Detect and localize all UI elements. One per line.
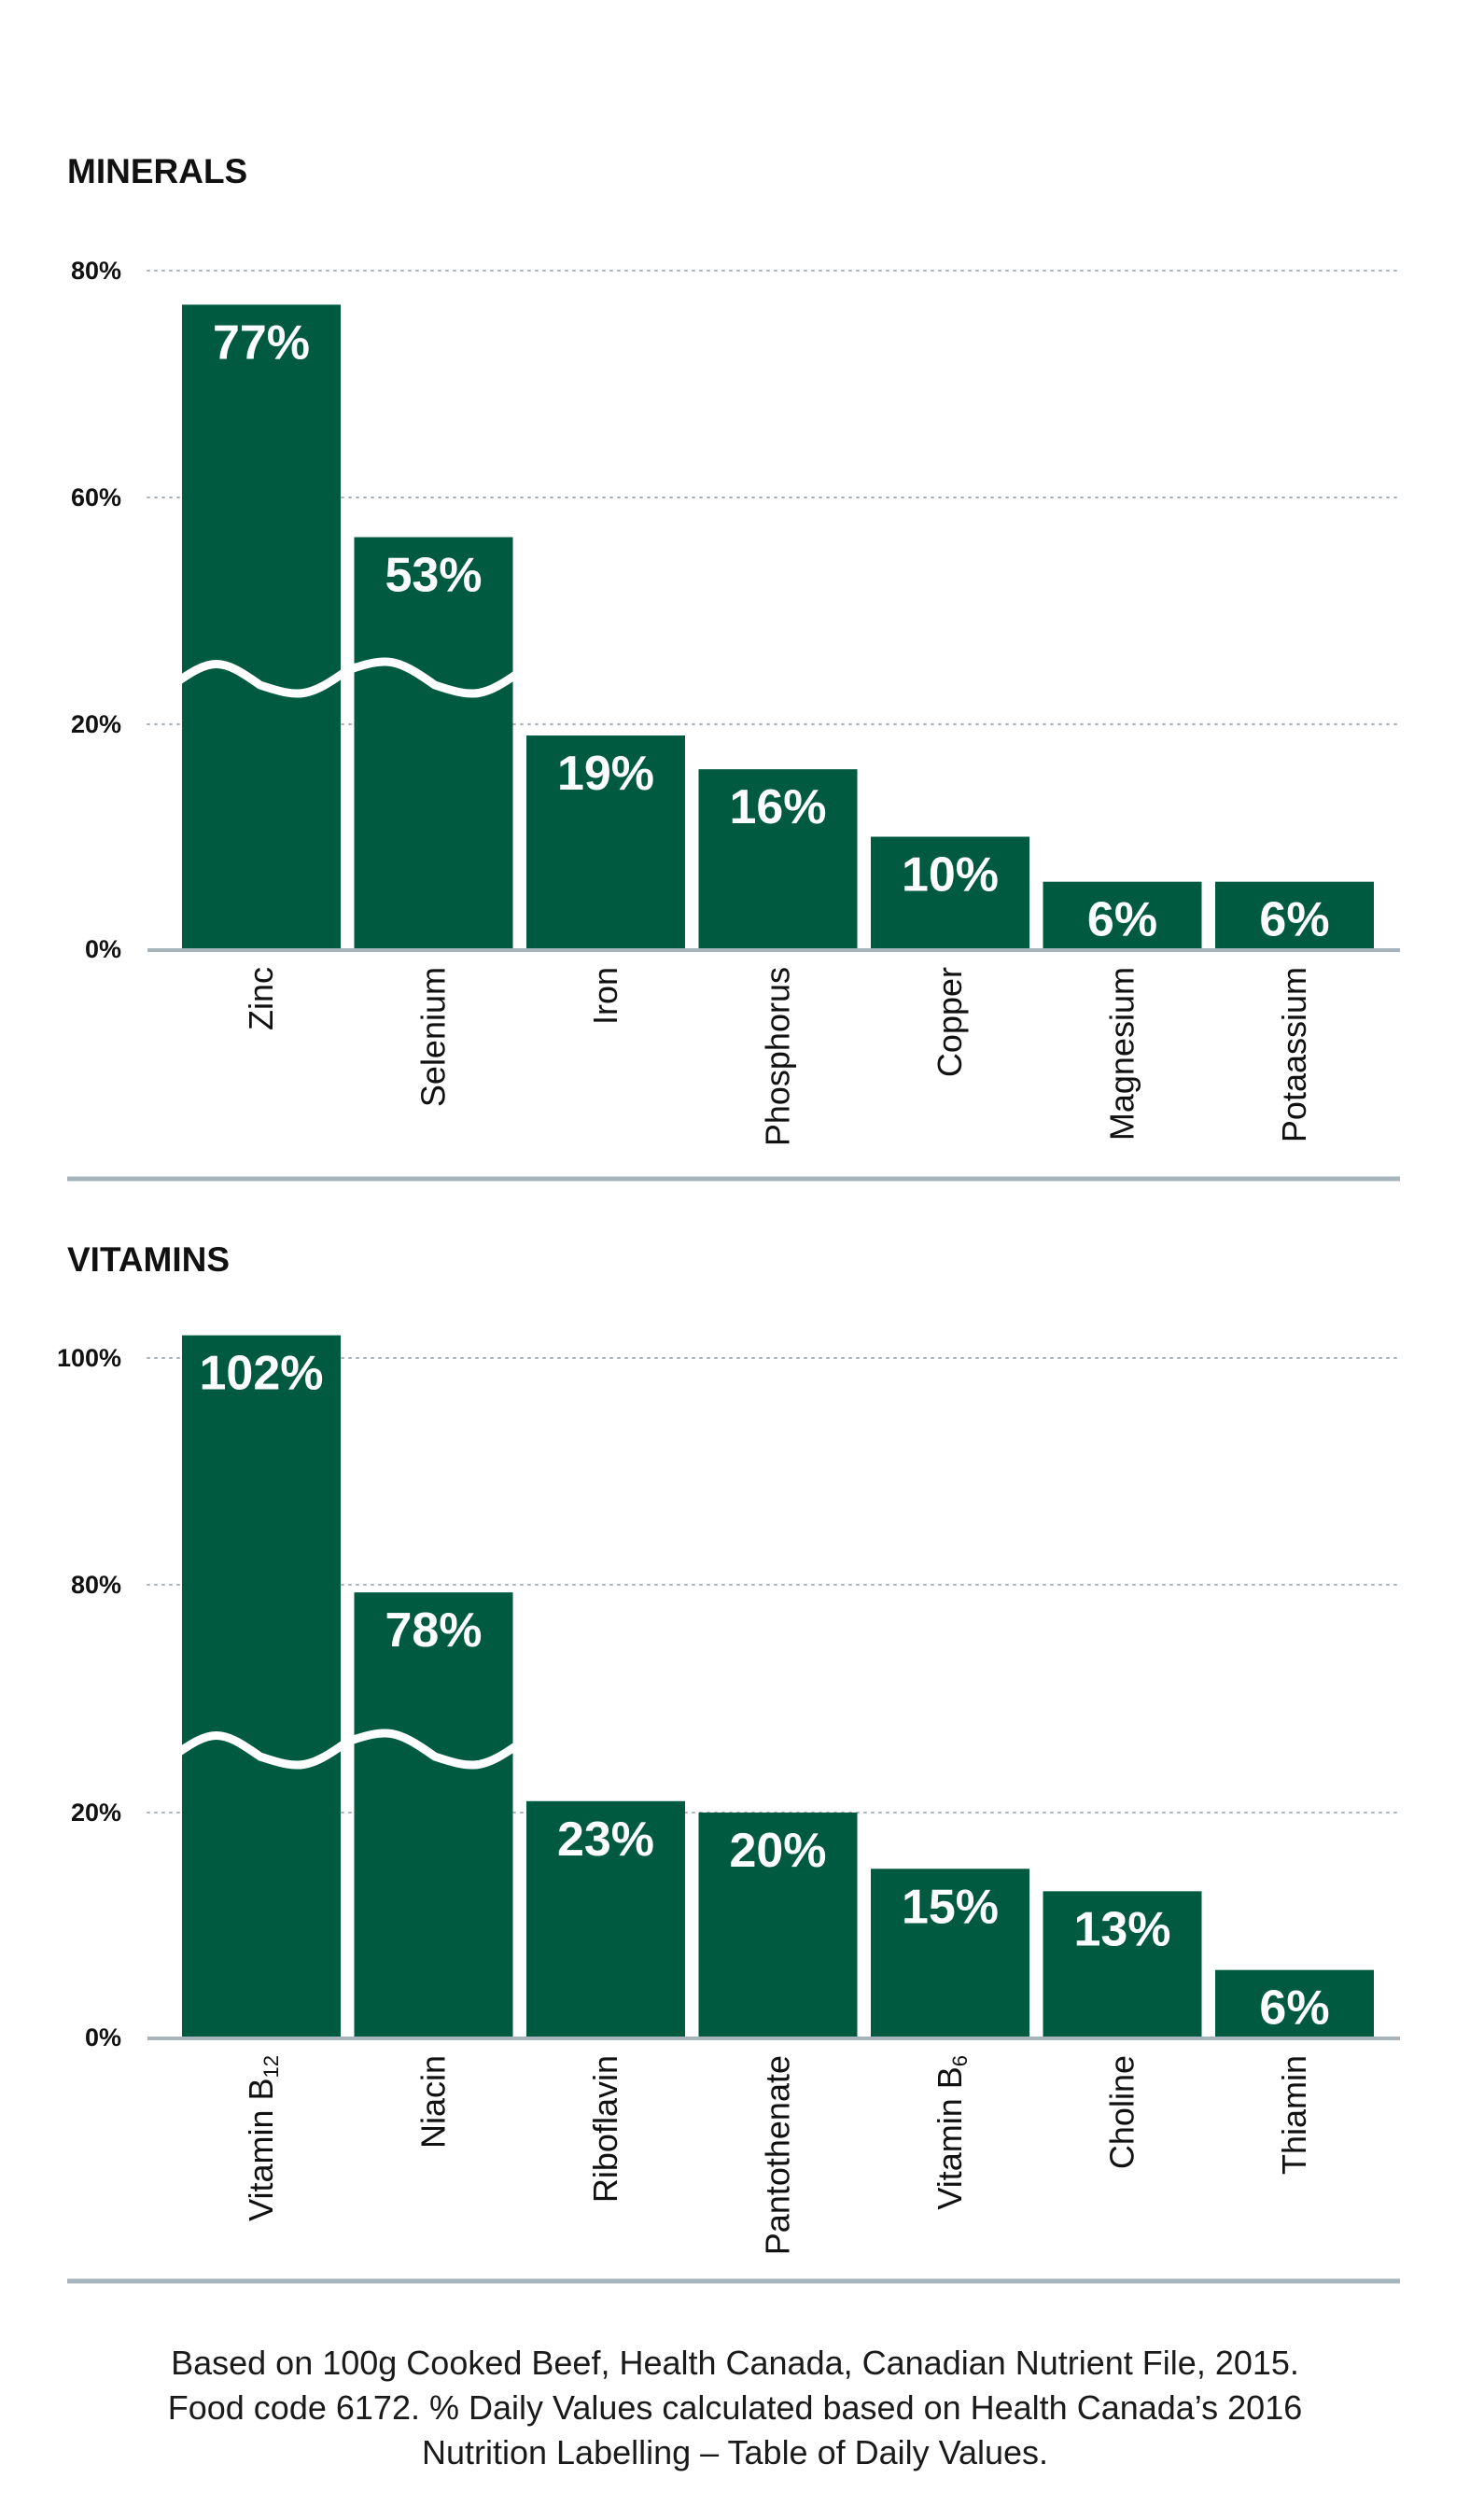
minerals-value-label: 53%	[385, 549, 482, 603]
minerals-value-label: 10%	[902, 848, 999, 903]
minerals-bar-selenium	[354, 537, 513, 949]
vitamins-category-label: Niacin	[414, 2055, 453, 2149]
vitamins-value-label: 102%	[200, 1347, 324, 1401]
vitamins-value-label: 6%	[1259, 1981, 1329, 2036]
vitamins-chart: VITAMINS 100% 80% 20% 0% 102% Vitamin B12 78% Ni…	[57, 1240, 1401, 2284]
footnote: Based on 100g Cooked Beef, Health Canada…	[0, 2341, 1470, 2475]
minerals-value-label: 77%	[213, 315, 310, 370]
vitamins-bar-choline	[1043, 1891, 1202, 2037]
vitamins-category-subscript: 12	[259, 2055, 283, 2078]
minerals-tick-label: 80%	[71, 257, 121, 285]
vitamins-tick-label: 100%	[57, 1344, 121, 1372]
minerals-tick-label: 20%	[71, 710, 121, 738]
vitamins-category-label: Vitamin B6	[931, 2055, 972, 2210]
footnote-line-2: Food code 6172. % Daily Values calculate…	[167, 2388, 1303, 2427]
minerals-tick-label: 60%	[71, 483, 121, 511]
vitamins-value-label: 13%	[1073, 1902, 1170, 1956]
footnote-line-3: Nutrition Labelling – Table of Daily Val…	[421, 2433, 1049, 2471]
vitamins-category-label: Thiamin	[1275, 2055, 1313, 2175]
vitamins-category-label: Vitamin B12	[242, 2055, 283, 2221]
vitamins-bar-niacin	[354, 1592, 513, 2037]
minerals-axis-break	[168, 657, 526, 698]
vitamins-bar-vitamin-b	[182, 1335, 341, 2037]
vitamins-axis-break	[168, 1729, 526, 1770]
vitamins-tick-label: 20%	[71, 1799, 121, 1827]
vitamins-bar-vitamin-b	[871, 1869, 1029, 2037]
vitamins-tick-label: 0%	[85, 2023, 121, 2051]
vitamins-title: VITAMINS	[67, 1240, 230, 1279]
vitamins-value-label: 15%	[902, 1880, 999, 1934]
footnote-line-1: Based on 100g Cooked Beef, Health Canada…	[171, 2344, 1299, 2382]
minerals-value-label: 19%	[557, 747, 654, 801]
minerals-bar-copper	[871, 836, 1029, 949]
vitamins-category-label: Riboflavin	[586, 2055, 624, 2203]
vitamins-category-label: Pantothenate	[759, 2055, 797, 2255]
vitamins-value-label: 78%	[385, 1603, 482, 1658]
minerals-bar-phosphorus	[698, 769, 858, 949]
minerals-category-label: Selenium	[414, 967, 453, 1107]
minerals-value-label: 6%	[1259, 893, 1329, 947]
minerals-bar-iron	[526, 735, 685, 949]
minerals-category-label: Potaassium	[1275, 967, 1313, 1142]
vitamins-bar-thiamin	[1215, 1969, 1374, 2037]
minerals-bar-zinc	[182, 304, 341, 949]
vitamins-bar-riboflavin	[526, 1800, 685, 2037]
vitamins-value-label: 23%	[557, 1813, 654, 1867]
minerals-category-label: Magnesium	[1103, 967, 1141, 1141]
minerals-bar-potaassium	[1215, 881, 1374, 949]
minerals-bar-magnesium	[1043, 881, 1202, 949]
vitamins-value-label: 20%	[729, 1824, 826, 1878]
minerals-value-label: 6%	[1087, 893, 1157, 947]
minerals-category-label: Phosphorus	[759, 967, 797, 1146]
minerals-category-label: Iron	[586, 967, 624, 1025]
minerals-tick-label: 0%	[85, 935, 121, 963]
vitamins-bar-pantothenate	[698, 1813, 858, 2037]
vitamins-category-subscript: 6	[948, 2055, 972, 2066]
minerals-title: MINERALS	[67, 152, 247, 190]
minerals-chart: MINERALS 80% 60% 20% 0% 77% Zinc 53% Selenium 19%…	[67, 152, 1401, 1182]
minerals-category-label: Copper	[931, 967, 969, 1077]
vitamins-category-label: Choline	[1103, 2055, 1141, 2169]
vitamins-tick-label: 80%	[71, 1571, 121, 1599]
minerals-value-label: 16%	[729, 780, 826, 834]
minerals-category-label: Zinc	[242, 967, 280, 1030]
